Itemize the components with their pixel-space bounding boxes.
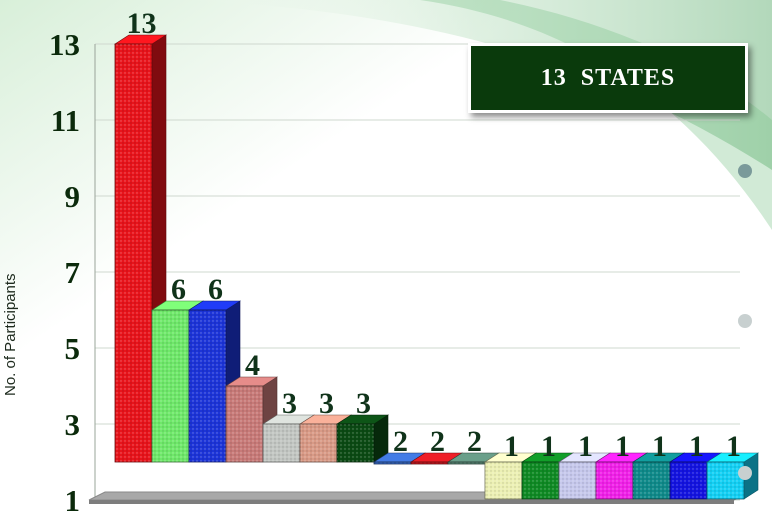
bar-value-label: 3 [282,387,297,420]
y-tick-label: 5 [65,331,81,366]
bar [335,414,390,463]
y-tick-label: 13 [49,27,80,62]
decorative-dot [738,466,752,480]
bar-value-label: 2 [467,425,482,458]
bar-value-label: 1 [541,430,556,463]
bar-value-label: 1 [726,430,741,463]
bar-value-label: 6 [208,273,223,306]
bar [705,452,760,500]
y-tick-label: 9 [65,179,81,214]
y-tick-label: 1 [65,483,81,518]
y-tick-label: 7 [65,255,81,290]
bar-value-label: 1 [504,430,519,463]
decorative-dot [738,314,752,328]
floor-edge [89,500,734,504]
y-tick-label: 3 [65,407,81,442]
bar-value-label: 2 [430,425,445,458]
decorative-dot [738,164,752,178]
bar-value-label: 3 [356,387,371,420]
bar-value-label: 4 [245,349,260,382]
bar-value-label: 1 [689,430,704,463]
bar-value-label: 1 [652,430,667,463]
states-badge: 13 STATES [468,43,748,113]
bar-value-label: 2 [393,425,408,458]
bar-value-label: 6 [171,273,186,306]
states-badge-text: 13 STATES [540,64,676,91]
y-axis-label: No. of Participants [2,273,19,396]
bar-value-label: 1 [578,430,593,463]
bar-value-label: 1 [615,430,630,463]
y-tick-label: 11 [51,103,80,138]
bar [372,452,427,465]
bar-value-label: 13 [127,7,157,40]
background-swoosh [180,0,772,170]
bar-value-label: 3 [319,387,334,420]
